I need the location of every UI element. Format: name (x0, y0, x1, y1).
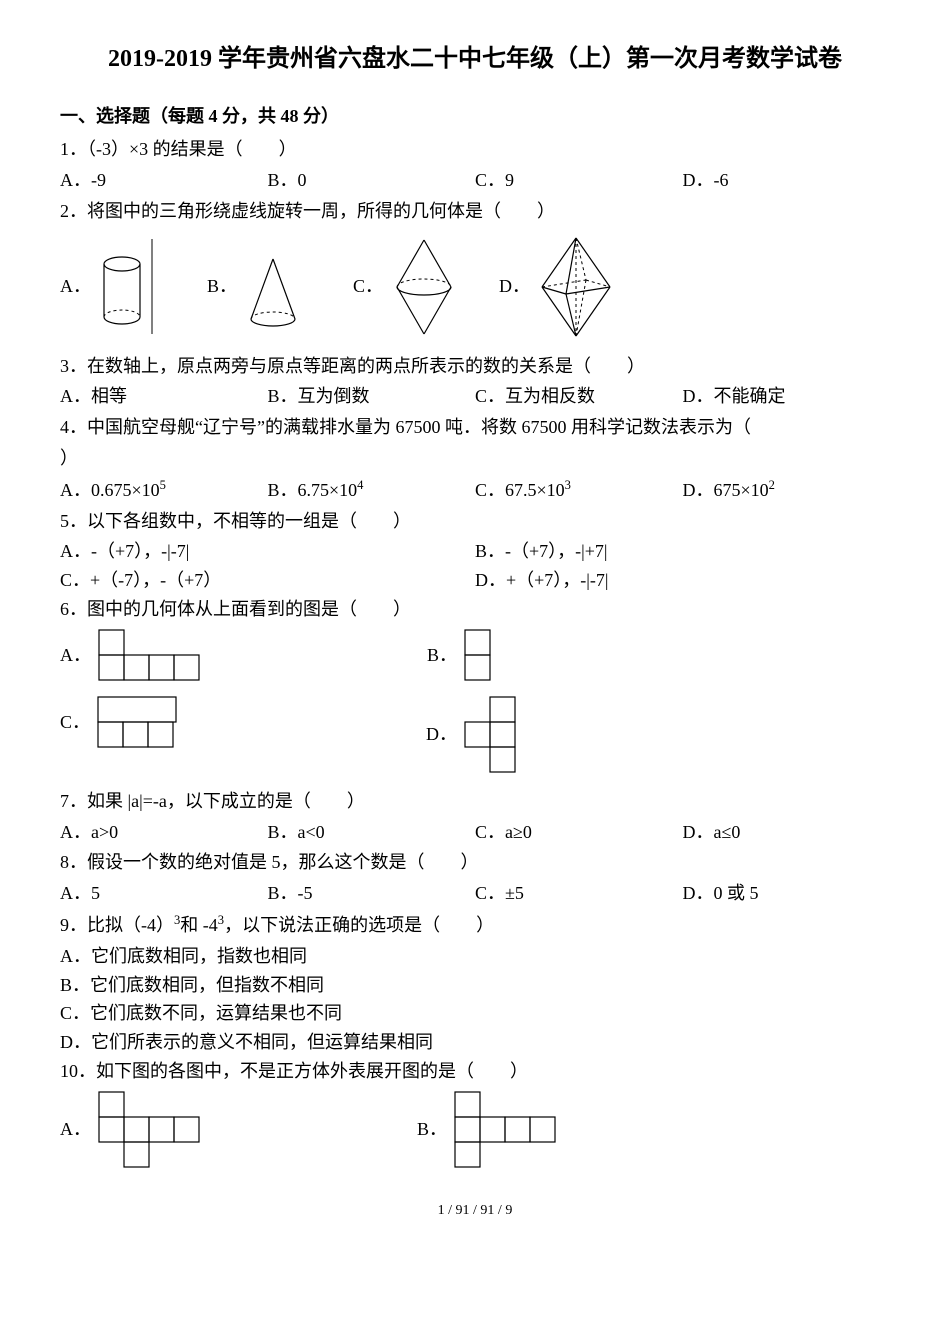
q9-opt-a: A．它们底数相同，指数也相同 (60, 942, 890, 971)
q10-opt-a-label: A． (60, 1115, 91, 1144)
q6-opt-b-label: B． (427, 641, 457, 670)
q2-fig-c-double-cone (389, 232, 459, 342)
q4-a-sup: 5 (160, 478, 166, 492)
q5-opt-d: D．+（+7），-|-7| (475, 566, 890, 595)
q4-opt-c: C．67.5×103 (475, 475, 683, 505)
q1-stem: 1．（-3）×3 的结果是（ ） (60, 135, 890, 164)
q2-opt-c-label: C． (353, 272, 383, 301)
q3-options: A．相等 B．互为倒数 C．互为相反数 D．不能确定 (60, 382, 890, 411)
page-footer: 1 / 91 / 91 / 9 (60, 1200, 890, 1222)
q9-opt-d: D．它们所表示的意义不相同，但运算结果相同 (60, 1028, 890, 1057)
q10-fig-a (97, 1090, 207, 1170)
q7-opt-d: D．a≤0 (683, 818, 891, 847)
q3-opt-d: D．不能确定 (683, 382, 891, 411)
q6-opt-c-label: C． (60, 708, 90, 737)
q7-options: A．a>0 B．a<0 C．a≥0 D．a≤0 (60, 818, 890, 847)
q7-opt-c: C．a≥0 (475, 818, 683, 847)
q9-stem-post: ，以下说法正确的选项是（ ） (224, 915, 494, 935)
q10-opt-b-label: B． (417, 1115, 447, 1144)
q6-fig-d (463, 695, 521, 775)
q9-stem-mid: 和 -4 (180, 915, 218, 935)
q8-options: A．5 B．-5 C．±5 D．0 或 5 (60, 879, 890, 908)
q7-opt-b: B．a<0 (268, 818, 476, 847)
q2-fig-d-octahedron (536, 232, 616, 342)
q8-stem: 8．假设一个数的绝对值是 5，那么这个数是（ ） (60, 848, 890, 877)
q4-a-pre: A．0.675×10 (60, 480, 160, 500)
section-header-1: 一、选择题（每题 4 分，共 48 分） (60, 102, 890, 131)
q4-opt-b: B．6.75×104 (268, 475, 476, 505)
q1-opt-a: A．-9 (60, 166, 268, 195)
q7-opt-a: A．a>0 (60, 818, 268, 847)
q8-opt-a: A．5 (60, 879, 268, 908)
q3-stem: 3．在数轴上，原点两旁与原点等距离的两点所表示的数的关系是（ ） (60, 352, 890, 381)
q2-opt-b-label: B． (207, 272, 237, 301)
q1-opt-c: C．9 (475, 166, 683, 195)
q7-stem: 7．如果 |a|=-a，以下成立的是（ ） (60, 787, 890, 816)
q6-opt-a-label: A． (60, 641, 91, 670)
q2-fig-b-cone (243, 239, 303, 334)
q4-c-pre: C．67.5×10 (475, 480, 565, 500)
q4-b-sup: 4 (357, 478, 363, 492)
q4-opt-d: D．675×102 (683, 475, 891, 505)
q2-opt-a-label: A． (60, 272, 91, 301)
q6-stem: 6．图中的几何体从上面看到的图是（ ） (60, 595, 890, 624)
q4-stem-line1: 4．中国航空母舰“辽宁号”的满载排水量为 67500 吨．将数 67500 用科… (60, 413, 890, 442)
q1-opt-d: D．-6 (683, 166, 891, 195)
q2-stem: 2．将图中的三角形绕虚线旋转一周，所得的几何体是（ ） (60, 197, 890, 226)
q10-stem: 10．如下图的各图中，不是正方体外表展开图的是（ ） (60, 1057, 890, 1086)
q1-opt-b: B．0 (268, 166, 476, 195)
q1-options: A．-9 B．0 C．9 D．-6 (60, 166, 890, 195)
page-title: 2019-2019 学年贵州省六盘水二十中七年级（上）第一次月考数学试卷 (60, 40, 890, 78)
q3-opt-c: C．互为相反数 (475, 382, 683, 411)
q6-fig-b (463, 628, 493, 683)
q6-fig-a (97, 628, 207, 683)
q5-opt-c: C．+（-7），-（+7） (60, 566, 475, 595)
q8-opt-d: D．0 或 5 (683, 879, 891, 908)
q5-opt-b: B．-（+7），-|+7| (475, 537, 890, 566)
q5-stem: 5．以下各组数中，不相等的一组是（ ） (60, 507, 890, 536)
q4-b-pre: B．6.75×10 (268, 480, 358, 500)
q9-stem-pre: 9．比拟（-4） (60, 915, 174, 935)
q4-opt-a: A．0.675×105 (60, 475, 268, 505)
q4-d-sup: 2 (769, 478, 775, 492)
q4-d-pre: D．675×10 (683, 480, 769, 500)
q4-c-sup: 3 (565, 478, 571, 492)
q6-fig-c (96, 695, 181, 750)
q8-opt-b: B．-5 (268, 879, 476, 908)
q9-opt-c: C．它们底数不同，运算结果也不同 (60, 999, 890, 1028)
q3-opt-b: B．互为倒数 (268, 382, 476, 411)
q4-options: A．0.675×105 B．6.75×104 C．67.5×103 D．675×… (60, 475, 890, 505)
q2-opt-d-label: D． (499, 272, 530, 301)
q2-options: A． B． C． D． (60, 232, 890, 342)
q8-opt-c: C．±5 (475, 879, 683, 908)
q9-stem: 9．比拟（-4）3和 -43，以下说法正确的选项是（ ） (60, 910, 890, 940)
q4-stem-line2: ） (60, 444, 890, 473)
q2-fig-a-cylinder (97, 239, 157, 334)
q10-fig-b (453, 1090, 563, 1170)
q9-opt-b: B．它们底数相同，但指数不相同 (60, 971, 890, 1000)
q6-opt-d-label: D． (426, 720, 457, 749)
q5-opt-a: A．-（+7），-|-7| (60, 537, 475, 566)
q5-options: A．-（+7），-|-7| B．-（+7），-|+7| C．+（-7），-（+7… (60, 537, 890, 595)
q3-opt-a: A．相等 (60, 382, 268, 411)
